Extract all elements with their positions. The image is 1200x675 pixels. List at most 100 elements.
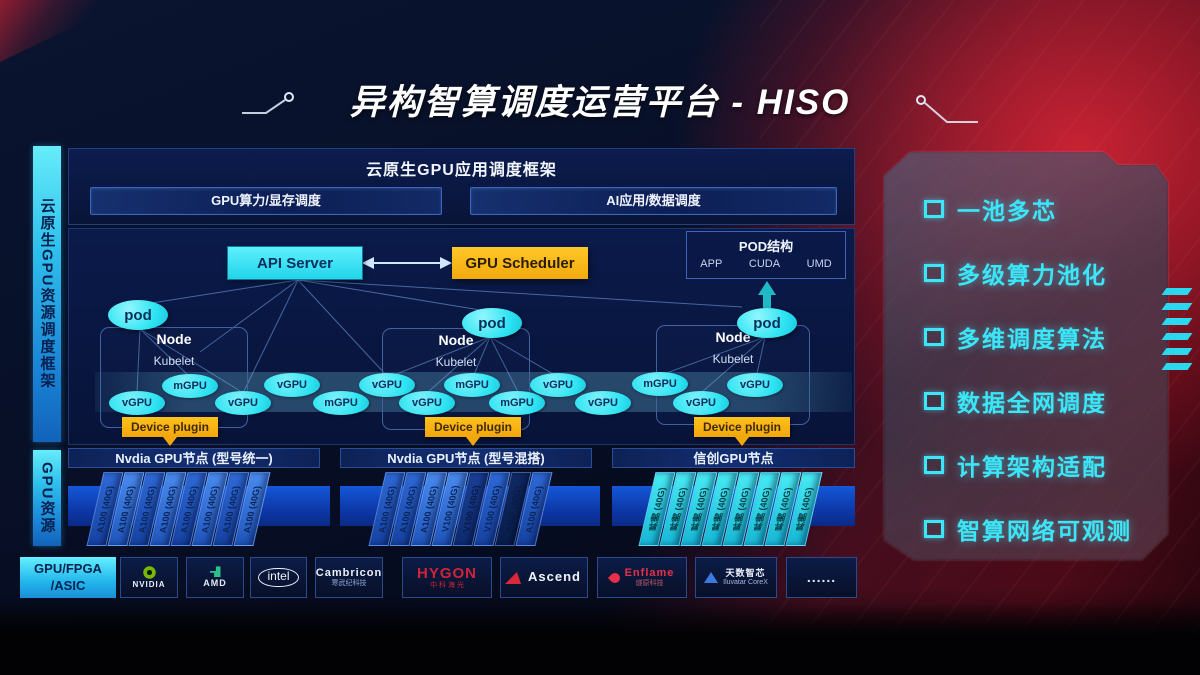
feature-item-4: 数据全网调度: [924, 388, 1168, 414]
feature-item-6: 智算网络可观测: [924, 516, 1168, 542]
sidebar-label-cloud-native-gpu: 云原生GPU资源调度框架: [33, 146, 61, 442]
device-plugin-3: Device plugin: [694, 417, 790, 446]
sidebar-text: GPU资源: [38, 461, 56, 535]
vendor-text: AMD: [203, 578, 227, 588]
feature-panel: 一池多芯多级算力池化 多维调度算法 数据全网调度 计算架构适配 智算网络可观测: [884, 152, 1168, 560]
pod-layer-umd: UMD: [806, 258, 832, 270]
feature-item-1: 一池多芯: [924, 196, 1168, 222]
vendor-text: ......: [807, 569, 836, 585]
hash-stripe-icon: [1161, 318, 1193, 325]
iluvatar-logo-icon: [704, 572, 719, 583]
vendor-tile-intel: intel: [250, 557, 307, 598]
page-title: 异构智算调度运营平台 - HISO: [349, 83, 851, 122]
vgpu-ellipse: vGPU: [109, 391, 165, 415]
pod-structure-box: POD结构 APP CUDA UMD: [686, 231, 846, 279]
vendor-tile-dots: 天数智芯 Iluvatar CoreX: [695, 557, 777, 598]
hardware-category-box: GPU/FPGA /ASIC: [20, 557, 116, 598]
gpu-node-bar-uniform: Nvdia GPU节点 (型号统一): [68, 448, 320, 468]
pod-layer-app: APP: [700, 258, 723, 270]
vendor-name: NVIDIA: [132, 579, 166, 589]
vendor-tile-hygon: HYGON 中 科 海 光: [402, 557, 492, 598]
ai-data-scheduling-bar: AI应用/数据调度: [470, 187, 837, 215]
vendor-tile-ascend: Ascend: [500, 557, 588, 598]
feature-item-3: 多维调度算法: [924, 324, 1168, 350]
vendor-name: Cambricon: [315, 567, 383, 580]
pod-structure-layers: APP CUDA UMD: [687, 258, 845, 270]
vendor-subname: 中 科 海 光: [430, 582, 464, 590]
vendor-tile-amd: AMD: [186, 557, 244, 598]
vendor-name: AMD: [203, 578, 227, 589]
vendor-text: Enflame 燧原科技: [625, 567, 675, 588]
hash-stripe-icon: [1161, 348, 1193, 355]
vendor-tile-enflame: Enflame 燧原科技: [597, 557, 687, 598]
hash-stripe-icon: [1161, 288, 1193, 295]
feature-text: 智算网络可观测: [957, 518, 1132, 544]
vgpu-ellipse: vGPU: [673, 391, 729, 415]
gpu-node-bar-domestic: 信创GPU节点: [612, 448, 855, 468]
ascend-logo-icon: [505, 571, 525, 584]
vgpu-ellipse: vGPU: [530, 373, 586, 397]
mgpu-ellipse: mGPU: [444, 373, 500, 397]
device-plugin-1: Device plugin: [122, 417, 218, 446]
nvidia-logo-icon: [142, 565, 156, 579]
square-bullet-icon: [924, 200, 944, 218]
vgpu-ellipse: vGPU: [575, 391, 631, 415]
square-bullet-icon: [924, 520, 944, 538]
pod-bubble-1: pod: [108, 300, 168, 330]
square-bullet-icon: [924, 456, 944, 474]
vendor-name: Ascend: [528, 569, 581, 585]
feature-text: 计算架构适配: [957, 454, 1107, 480]
hash-stripe-icon: [1161, 333, 1193, 340]
node-label: Node: [156, 331, 192, 347]
sidebar-label-gpu-resource: GPU资源: [33, 450, 61, 546]
flame-logo-icon: [607, 570, 622, 585]
vendor-tile-nvidia: NVIDIA: [120, 557, 178, 598]
sidebar-text: 云原生GPU资源调度框架: [38, 198, 56, 390]
mgpu-ellipse: mGPU: [489, 391, 545, 415]
app-framework-title: 云原生GPU应用调度框架: [366, 162, 557, 179]
compute-scheduling-bar: GPU算力/显存调度: [90, 187, 442, 215]
bottom-fade: [0, 603, 1200, 675]
vgpu-ellipse: vGPU: [215, 391, 271, 415]
device-plugin-2: Device plugin: [425, 417, 521, 446]
pod-structure-title: POD结构: [738, 239, 794, 254]
vgpu-ellipse: vGPU: [399, 391, 455, 415]
vgpu-ellipse: vGPU: [727, 373, 783, 397]
vendor-name: Enflame: [624, 567, 675, 580]
hash-stripe-icon: [1161, 363, 1193, 370]
feature-text: 多级算力池化: [957, 262, 1107, 288]
vendor-text: intel: [258, 567, 299, 588]
square-bullet-icon: [924, 264, 944, 282]
feature-text: 多维调度算法: [957, 326, 1107, 352]
feature-item-5: 计算架构适配: [924, 452, 1168, 478]
api-server-box: API Server: [227, 246, 363, 280]
mgpu-ellipse: mGPU: [162, 374, 218, 398]
vendor-name: intel: [258, 567, 299, 588]
feature-panel-wrap: 一池多芯多级算力池化 多维调度算法 数据全网调度 计算架构适配 智算网络可观测: [884, 152, 1168, 560]
vendor-text: HYGON 中 科 海 光: [417, 565, 477, 590]
vendor-name: HYGON: [416, 564, 477, 582]
vendor-text: Ascend: [528, 569, 581, 585]
hardware-category-line1: GPU/FPGA: [34, 561, 102, 577]
amd-logo-icon: [209, 566, 221, 578]
kubelet-label: Kubelet: [435, 355, 477, 369]
vendor-text: Cambricon 寒武纪科技: [316, 567, 382, 588]
feature-text: 一池多芯: [957, 198, 1057, 224]
feature-item-2: 多级算力池化: [924, 260, 1168, 286]
vendor-subname: 燧原科技: [635, 579, 664, 587]
vendor-text: NVIDIA: [132, 580, 165, 589]
vgpu-ellipse: vGPU: [264, 373, 320, 397]
feature-text: 数据全网调度: [957, 390, 1107, 416]
pod-layer-cuda: CUDA: [748, 258, 781, 270]
pod-bubble-3: pod: [737, 308, 797, 338]
kubelet-label: Kubelet: [712, 352, 754, 366]
vendor-name: 天数智芯: [725, 568, 766, 579]
hash-stripe-icon: [1161, 303, 1193, 310]
corner-red-accent: [0, 0, 130, 62]
vendor-name: ......: [806, 569, 837, 586]
vendor-tile-dots: ......: [786, 557, 857, 598]
vendor-text: 天数智芯 Iluvatar CoreX: [723, 568, 768, 586]
hardware-category-line2: /ASIC: [50, 577, 86, 593]
vendor-subname: Iluvatar CoreX: [723, 578, 768, 586]
